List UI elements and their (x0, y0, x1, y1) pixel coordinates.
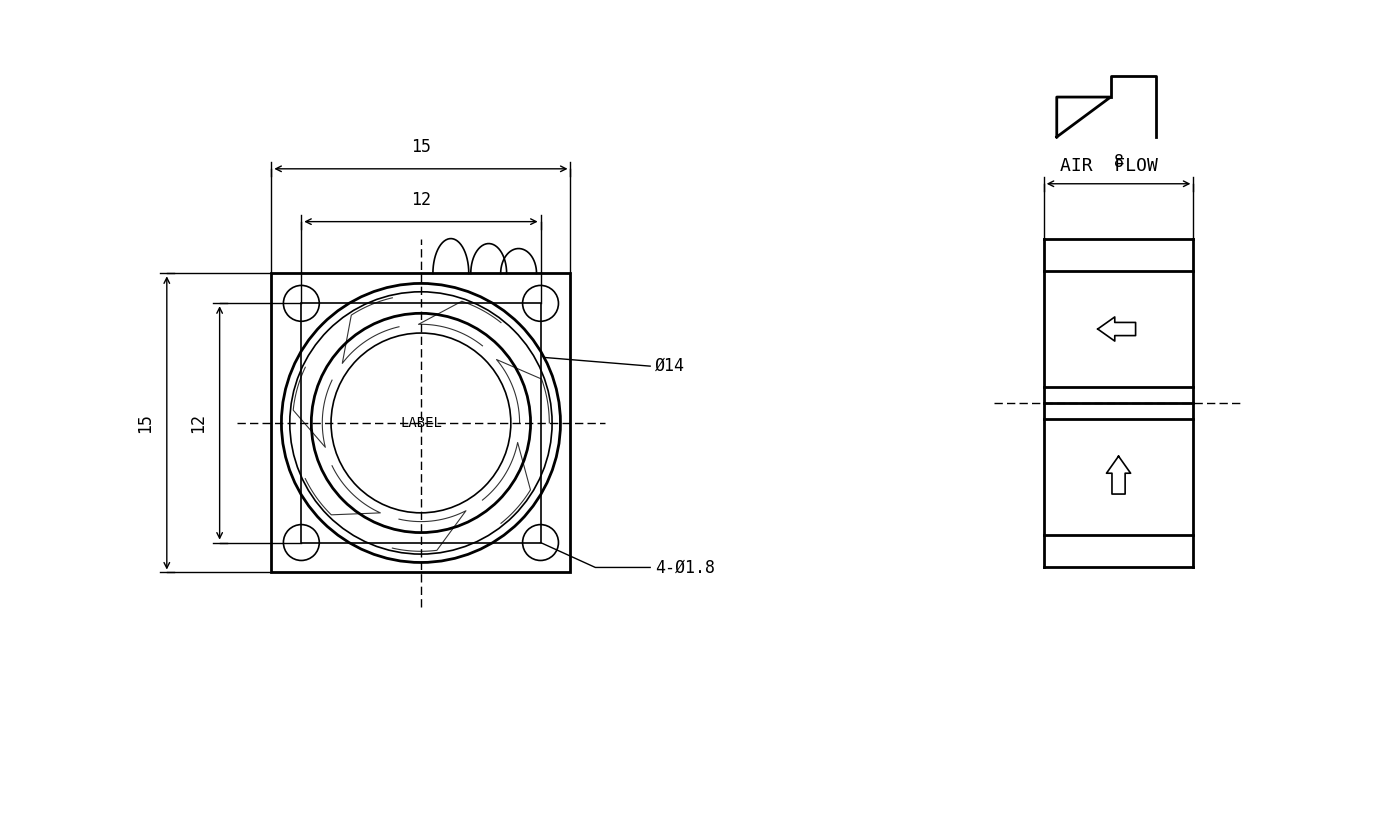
Text: 15: 15 (136, 413, 154, 433)
Text: LABEL: LABEL (400, 416, 442, 430)
Bar (271, 273, 570, 572)
Text: 4-Ø1.8: 4-Ø1.8 (655, 559, 714, 576)
Text: Ø14: Ø14 (655, 357, 685, 375)
Text: 8: 8 (1113, 153, 1123, 171)
Text: 12: 12 (411, 191, 431, 209)
Text: 12: 12 (189, 413, 207, 433)
Text: AIR  FLOW: AIR FLOW (1059, 157, 1158, 175)
Text: 15: 15 (411, 138, 431, 156)
Bar (302, 303, 541, 542)
